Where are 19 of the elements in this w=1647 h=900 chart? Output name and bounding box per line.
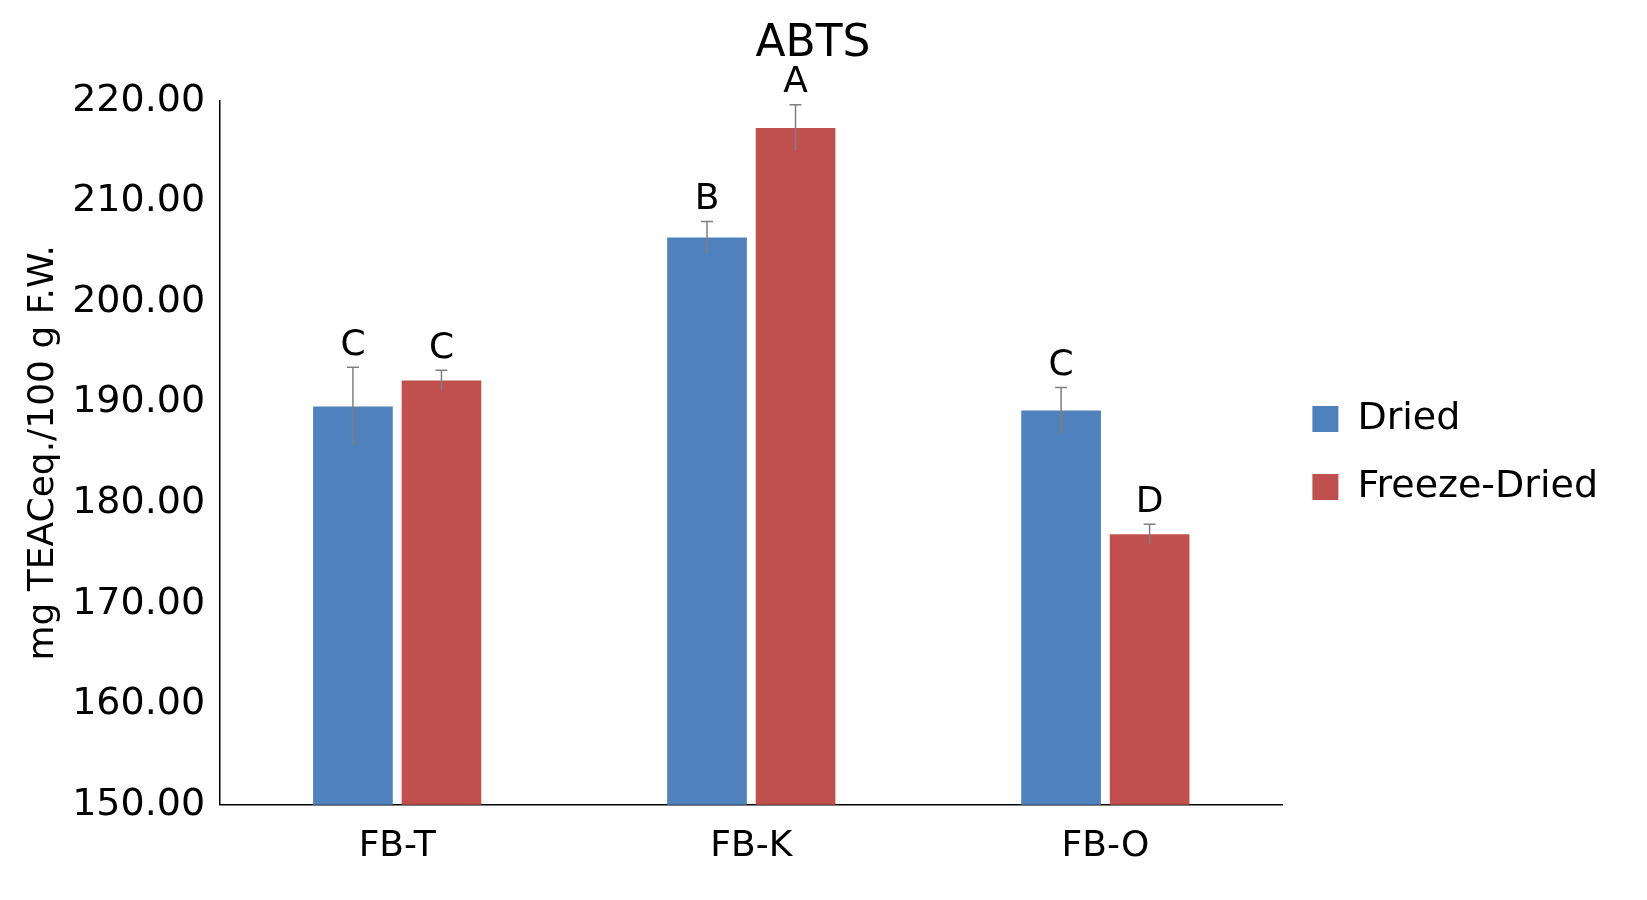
data-label: C — [428, 324, 455, 366]
y-tick-label: 180.00 — [72, 477, 206, 522]
y-axis-title: mg TEACeq./100 g F.W. — [19, 245, 61, 661]
y-tick-label: 160.00 — [72, 679, 206, 724]
y-tick-label: 220.00 — [72, 75, 206, 120]
y-tick-label: 190.00 — [72, 377, 206, 422]
y-tick-label: 200.00 — [72, 276, 206, 321]
data-label: D — [1135, 478, 1164, 520]
x-tick-label: FB-O — [1061, 822, 1150, 864]
y-tick-label: 170.00 — [72, 578, 206, 623]
x-tick-label: FB-T — [358, 822, 437, 864]
y-tick-label: 210.00 — [72, 176, 206, 221]
y-tick-label: 150.00 — [72, 779, 206, 824]
legend-label: Dried — [1357, 393, 1461, 438]
x-tick-label: FB-K — [710, 822, 794, 864]
legend-label: Freeze-Dried — [1357, 461, 1599, 506]
data-label: B — [694, 175, 720, 217]
data-label: C — [340, 321, 366, 363]
data-label: C — [1048, 341, 1074, 383]
